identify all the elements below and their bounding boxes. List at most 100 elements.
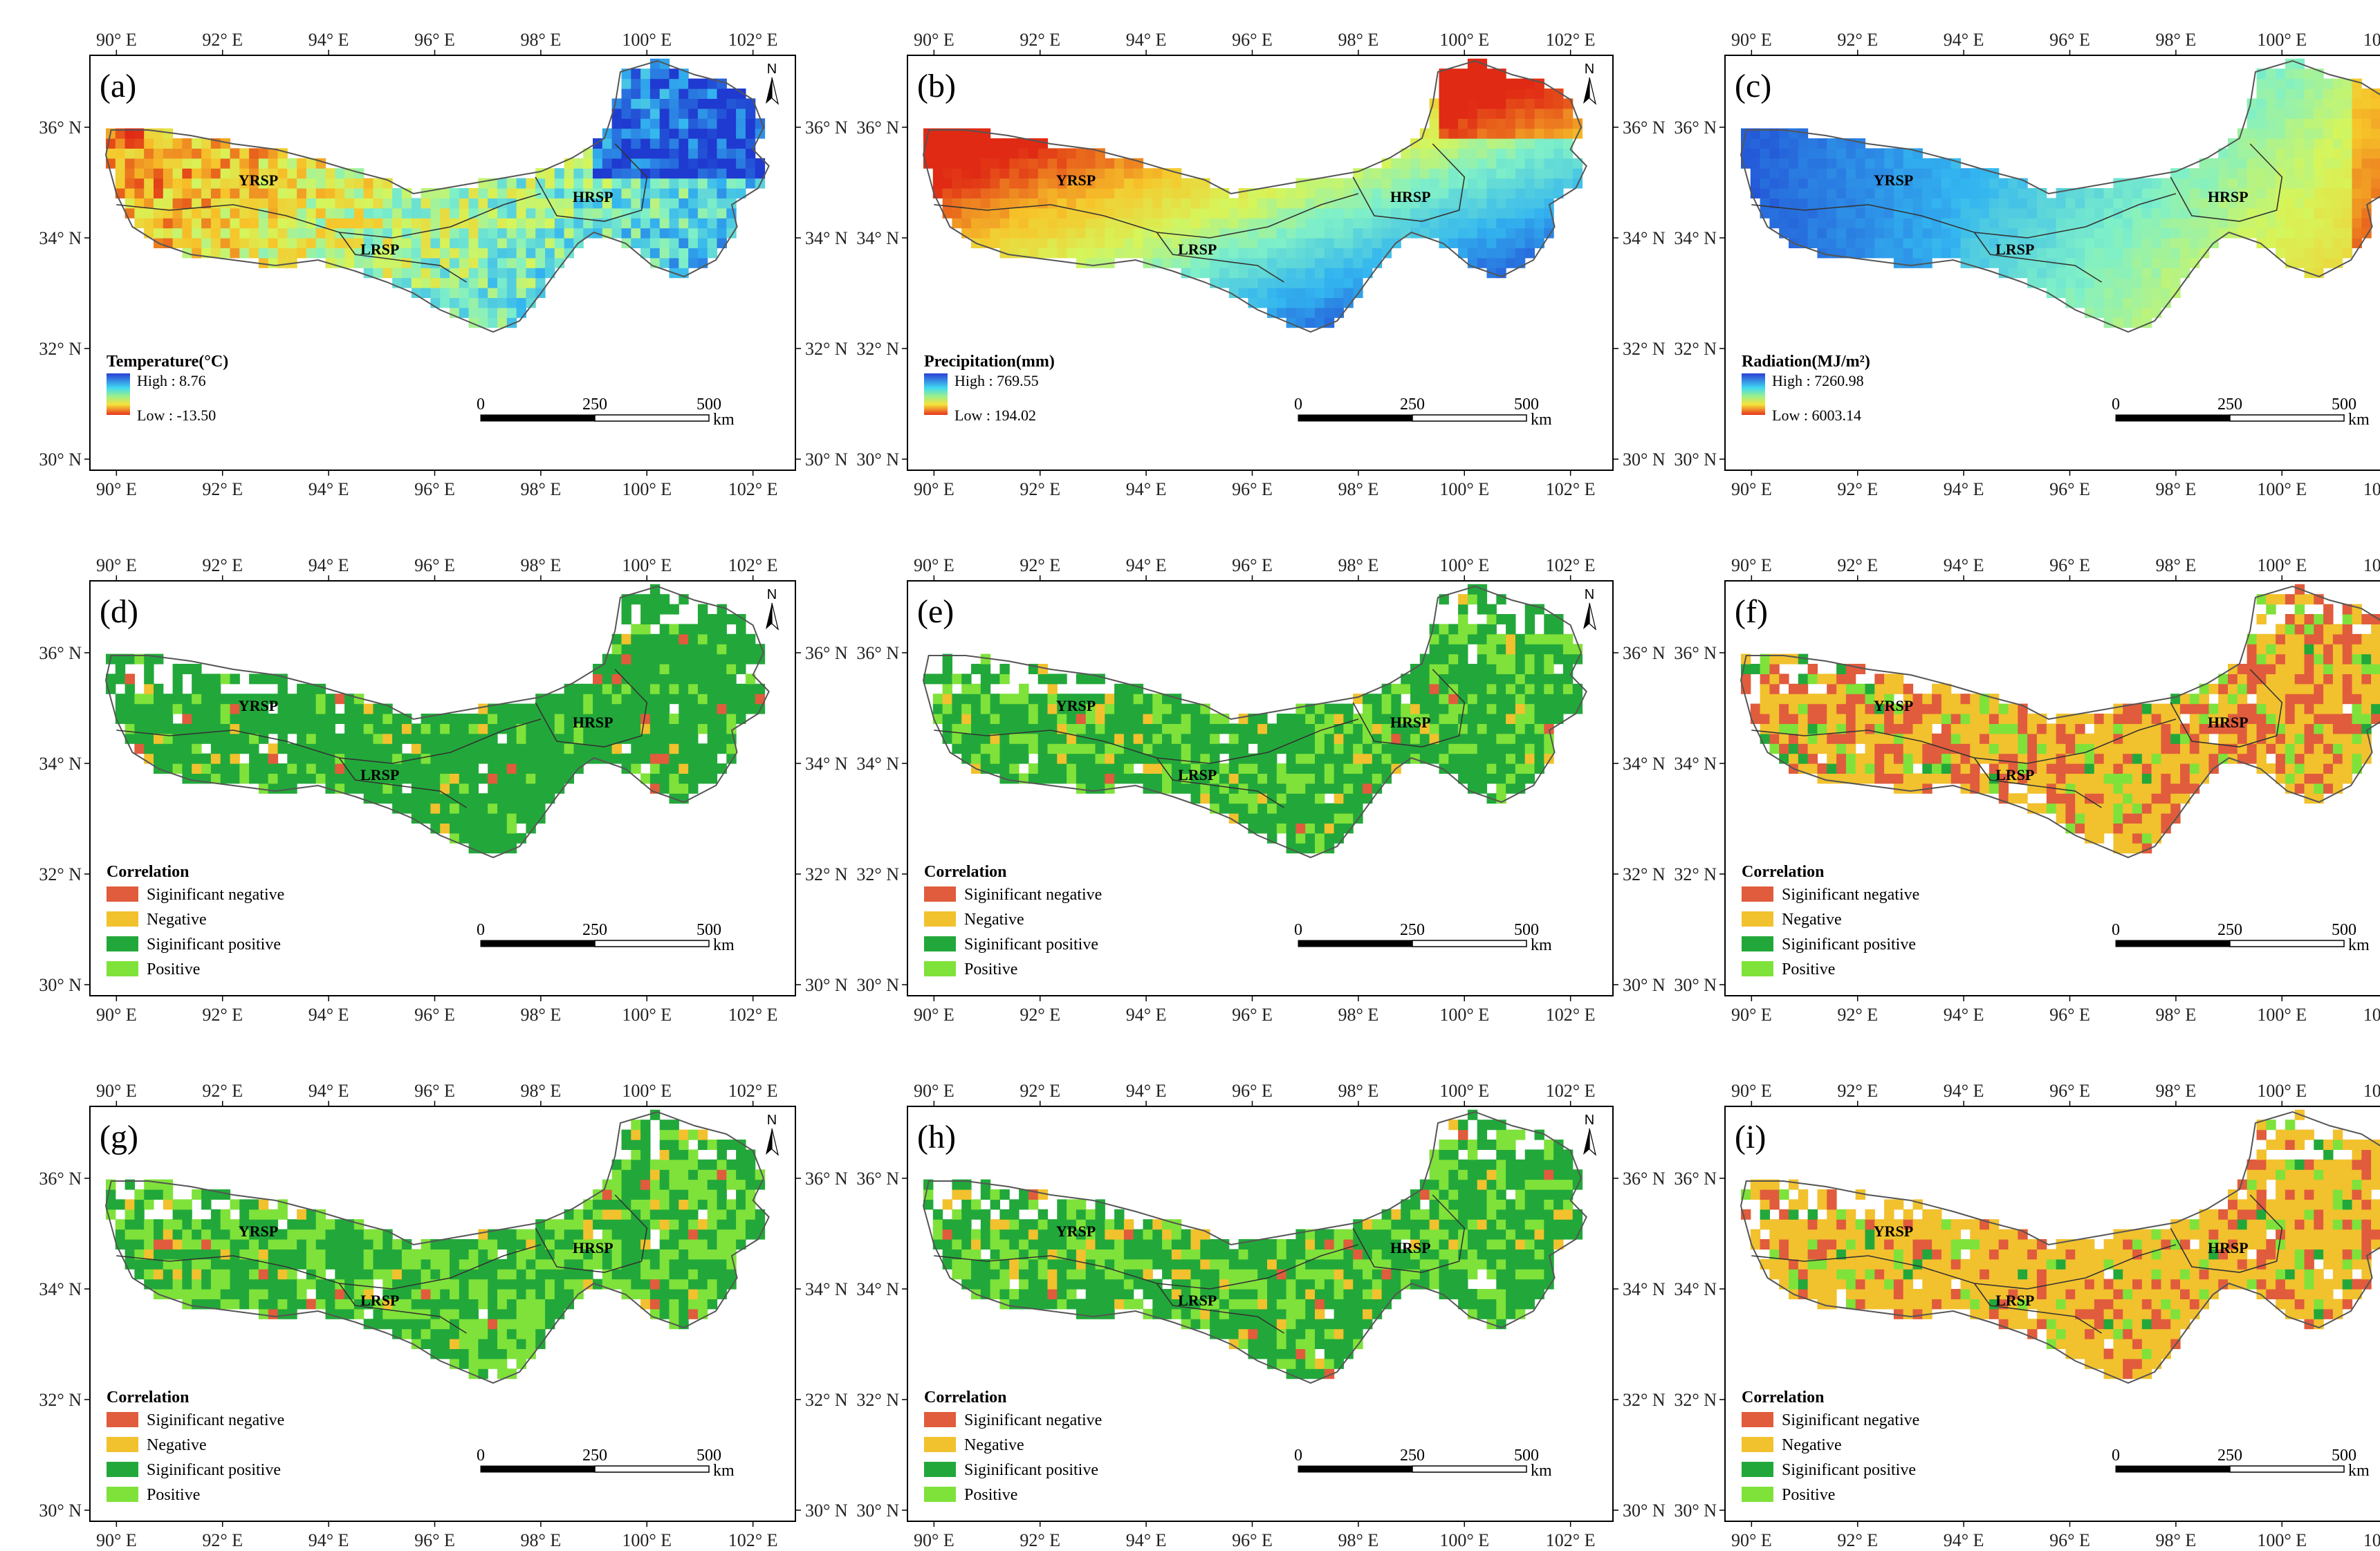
subregion-boundary xyxy=(1156,232,1284,283)
lon-tick-label: 96° E xyxy=(2049,30,2090,50)
region-label-yrsp: YRSP xyxy=(1874,1223,1913,1240)
map-panel-a: YRSP LRSP HRSP (a) 90° E 90° E 92° E 92° E 94° E… xyxy=(39,30,848,499)
continuous-legend: Radiation(MJ/m²)High : 7260.98 Low : 6003… xyxy=(1742,353,1870,424)
scale-unit: km xyxy=(713,936,735,954)
raster-layer xyxy=(106,1109,766,1380)
legend-swatch xyxy=(924,1412,956,1427)
legend-category-label: Positive xyxy=(964,960,1017,978)
lon-tick-label: 90° E xyxy=(914,555,954,575)
lon-tick-label: 96° E xyxy=(414,555,455,575)
lon-tick-label: 98° E xyxy=(2155,30,2196,50)
legend-category-label: Siginificant positive xyxy=(964,1461,1098,1479)
lon-tick-label: 100° E xyxy=(622,479,672,499)
raster-layer xyxy=(106,584,766,854)
subregion-boundary xyxy=(1352,669,1466,747)
lon-tick-label: 98° E xyxy=(2155,555,2196,575)
legend-category-label: Negative xyxy=(964,911,1024,929)
map-panel-d: YRSP LRSP HRSP (d) 90° E 90° E 92° E 92° E 94° E… xyxy=(39,555,848,1025)
lon-tick-label: 94° E xyxy=(308,555,349,575)
lat-tick-label: 32° N xyxy=(1674,339,1717,359)
lon-tick-label: 92° E xyxy=(1837,30,1878,50)
lon-tick-label: 98° E xyxy=(2155,479,2196,499)
region-label-hrsp: HRSP xyxy=(1390,714,1431,731)
lon-tick-label: 96° E xyxy=(2049,1005,2090,1025)
scale-tick-label: 500 xyxy=(2332,396,2356,414)
scale-tick-label: 500 xyxy=(697,396,721,414)
lon-tick-label: 92° E xyxy=(202,30,243,50)
lat-tick-label: 36° N xyxy=(1674,643,1717,663)
lat-tick-label: 34° N xyxy=(805,754,848,774)
north-arrow-icon: N xyxy=(766,62,780,105)
region-label-hrsp: HRSP xyxy=(573,714,614,731)
subregion-boundary xyxy=(535,669,648,747)
color-ramp xyxy=(1742,373,1765,415)
lon-tick-label: 90° E xyxy=(914,479,954,499)
scale-tick-label: 0 xyxy=(2112,921,2120,939)
lon-tick-label: 94° E xyxy=(1944,555,1984,575)
study-area-outline xyxy=(1740,585,2380,859)
legend-category-label: Negative xyxy=(1782,1436,1842,1454)
map-panel-h: YRSP LRSP HRSP (h) 90° E 90° E 92° E 92° E 94° E… xyxy=(856,1081,1666,1550)
scale-tick-label: 500 xyxy=(2332,921,2356,939)
lat-tick-label: 34° N xyxy=(856,754,899,774)
scale-tick-label: 500 xyxy=(1514,396,1539,414)
subregion-boundary xyxy=(1973,1283,2102,1334)
lon-tick-label: 96° E xyxy=(1232,555,1273,575)
lat-tick-label: 36° N xyxy=(1623,1169,1666,1189)
lon-tick-label: 102° E xyxy=(1546,1005,1596,1025)
lon-tick-label: 100° E xyxy=(1439,1081,1489,1101)
legend-swatch xyxy=(924,886,956,902)
lon-tick-label: 100° E xyxy=(622,1530,672,1550)
scale-tick-label: 250 xyxy=(582,1447,607,1465)
map-panel-e: YRSP LRSP HRSP (e) 90° E 90° E 92° E 92° E 94° E… xyxy=(856,555,1666,1025)
map-panel-g: YRSP LRSP HRSP (g) 90° E 90° E 92° E 92° E 94° E… xyxy=(39,1081,848,1550)
lat-tick-label: 34° N xyxy=(39,754,82,774)
legend-swatch xyxy=(107,886,138,902)
scale-tick-label: 250 xyxy=(2217,921,2242,939)
lat-tick-label: 32° N xyxy=(39,864,82,884)
region-label-lrsp: LRSP xyxy=(1178,241,1217,258)
region-label-lrsp: LRSP xyxy=(360,1292,399,1309)
scale-tick-label: 250 xyxy=(2217,396,2242,414)
legend-category-label: Positive xyxy=(1782,960,1835,978)
scale-tick-label: 250 xyxy=(1400,396,1425,414)
lon-tick-label: 98° E xyxy=(2155,1530,2196,1550)
lat-tick-label: 36° N xyxy=(1623,643,1666,663)
lat-tick-label: 30° N xyxy=(856,449,899,470)
panel-label: (i) xyxy=(1735,1119,1766,1155)
lat-tick-label: 34° N xyxy=(1674,228,1717,248)
lon-tick-label: 94° E xyxy=(1944,1530,1984,1550)
lon-tick-label: 94° E xyxy=(308,1005,349,1025)
lat-tick-label: 32° N xyxy=(39,339,82,359)
map-panel-f: YRSP LRSP HRSP (f) 90° E 90° E 92° E 92° E 94° E… xyxy=(1674,555,2380,1025)
raster-layer xyxy=(1741,1109,2380,1380)
lon-tick-label: 102° E xyxy=(728,1005,778,1025)
lat-tick-label: 30° N xyxy=(39,1501,82,1521)
legend-swatch xyxy=(1742,1487,1773,1502)
legend-category-label: Siginificant positive xyxy=(147,1461,281,1479)
subregion-boundary xyxy=(1352,143,1466,222)
raster-layer xyxy=(923,1109,1583,1380)
correlation-legend: Correlation Siginificant negative Negative… xyxy=(107,863,284,978)
subregion-boundary xyxy=(535,143,648,222)
lon-tick-label: 92° E xyxy=(1020,1005,1060,1025)
legend-title: Correlation xyxy=(924,1389,1007,1406)
lat-tick-label: 32° N xyxy=(805,1390,848,1410)
legend-title: Radiation(MJ/m²) xyxy=(1742,353,1870,371)
svg-text:N: N xyxy=(767,62,777,77)
legend-category-label: Positive xyxy=(147,1486,200,1504)
lon-tick-label: 90° E xyxy=(914,30,954,50)
subregion-boundary xyxy=(338,1283,467,1334)
lon-tick-label: 100° E xyxy=(1439,479,1489,499)
lon-tick-label: 102° E xyxy=(2363,1005,2380,1025)
lon-tick-label: 90° E xyxy=(1731,1530,1772,1550)
lon-tick-label: 96° E xyxy=(414,1530,455,1550)
lat-tick-label: 34° N xyxy=(856,1279,899,1299)
legend-title: Correlation xyxy=(924,863,1007,881)
scale-tick-label: 0 xyxy=(2112,1447,2120,1465)
panel-label: (g) xyxy=(100,1119,138,1155)
